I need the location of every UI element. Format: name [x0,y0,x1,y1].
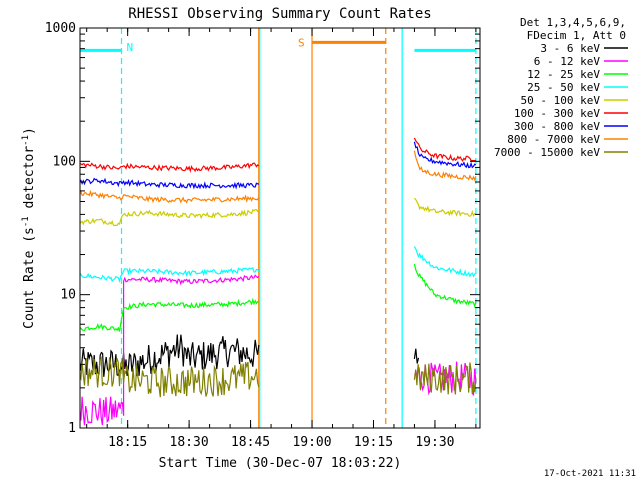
legend-label: 6 - 12 keV [534,55,601,68]
y-axis-label: Count Rate (s-1 detector-1) [21,127,37,329]
series-line [413,197,477,218]
legend-label: 300 - 800 keV [514,120,600,133]
legend-label: 12 - 25 keV [527,68,600,81]
x-tick-label: 18:30 [170,435,209,450]
series-line [413,150,477,182]
x-tick-label: 19:15 [354,435,393,450]
series-line [413,362,477,395]
legend-label: 100 - 300 keV [514,107,600,120]
series-layer [80,137,477,426]
x-tick-label: 18:45 [231,435,270,450]
y-axis-label-part: detector [22,146,37,217]
flag-bar-label: S [298,36,305,49]
legend-label: 800 - 7000 keV [507,133,600,146]
series-line [413,246,477,278]
series-line [80,355,260,398]
legend-label: 7000 - 15000 keV [494,146,600,159]
y-tick-label: 10 [60,288,76,303]
series-line [80,297,259,332]
footer-timestamp: 17-Oct-2021 11:31 [544,469,636,479]
legend: Det 1,3,4,5,6,9,FDecim 1, Att 03 - 6 keV… [494,16,628,159]
y-tick-label: 100 [53,154,76,169]
y-axis-label-part: -1 [21,216,31,227]
series-line [80,266,260,284]
series-line [80,162,260,174]
series-line [80,177,260,190]
axes-layer: 18:15 18:30 18:45 19:00 19:15 19:30 1 10 100 1000 [45,21,480,450]
series-line [80,208,260,227]
y-tick-label: 1000 [45,21,76,36]
y-axis-label-part: ) [22,127,37,135]
legend-label: 50 - 100 keV [521,94,601,107]
series-line [80,274,260,426]
plot-frame [79,27,481,429]
x-tick-label: 19:00 [292,435,331,450]
x-tick-label: 19:30 [415,435,454,450]
y-axis-label-part: Count Rate (s [22,227,37,329]
y-tick-label: 1 [68,421,76,436]
legend-header: Det 1,3,4,5,6,9, [520,16,626,29]
x-tick-label: 18:15 [108,435,147,450]
flag-vline-label: N [127,41,134,54]
series-line [80,189,260,204]
x-axis-label: Start Time (30-Dec-07 18:03:22) [159,456,402,471]
legend-header: FDecim 1, Att 0 [527,29,626,42]
series-line [413,137,476,162]
legend-label: 25 - 50 keV [527,81,600,94]
series-line [413,141,477,169]
y-axis-label-part: -1 [21,135,31,146]
series-line [413,348,420,364]
series-line [413,263,477,309]
chart-title: RHESSI Observing Summary Count Rates [128,6,431,22]
legend-label: 3 - 6 keV [540,42,600,55]
markers-layer [80,28,477,428]
